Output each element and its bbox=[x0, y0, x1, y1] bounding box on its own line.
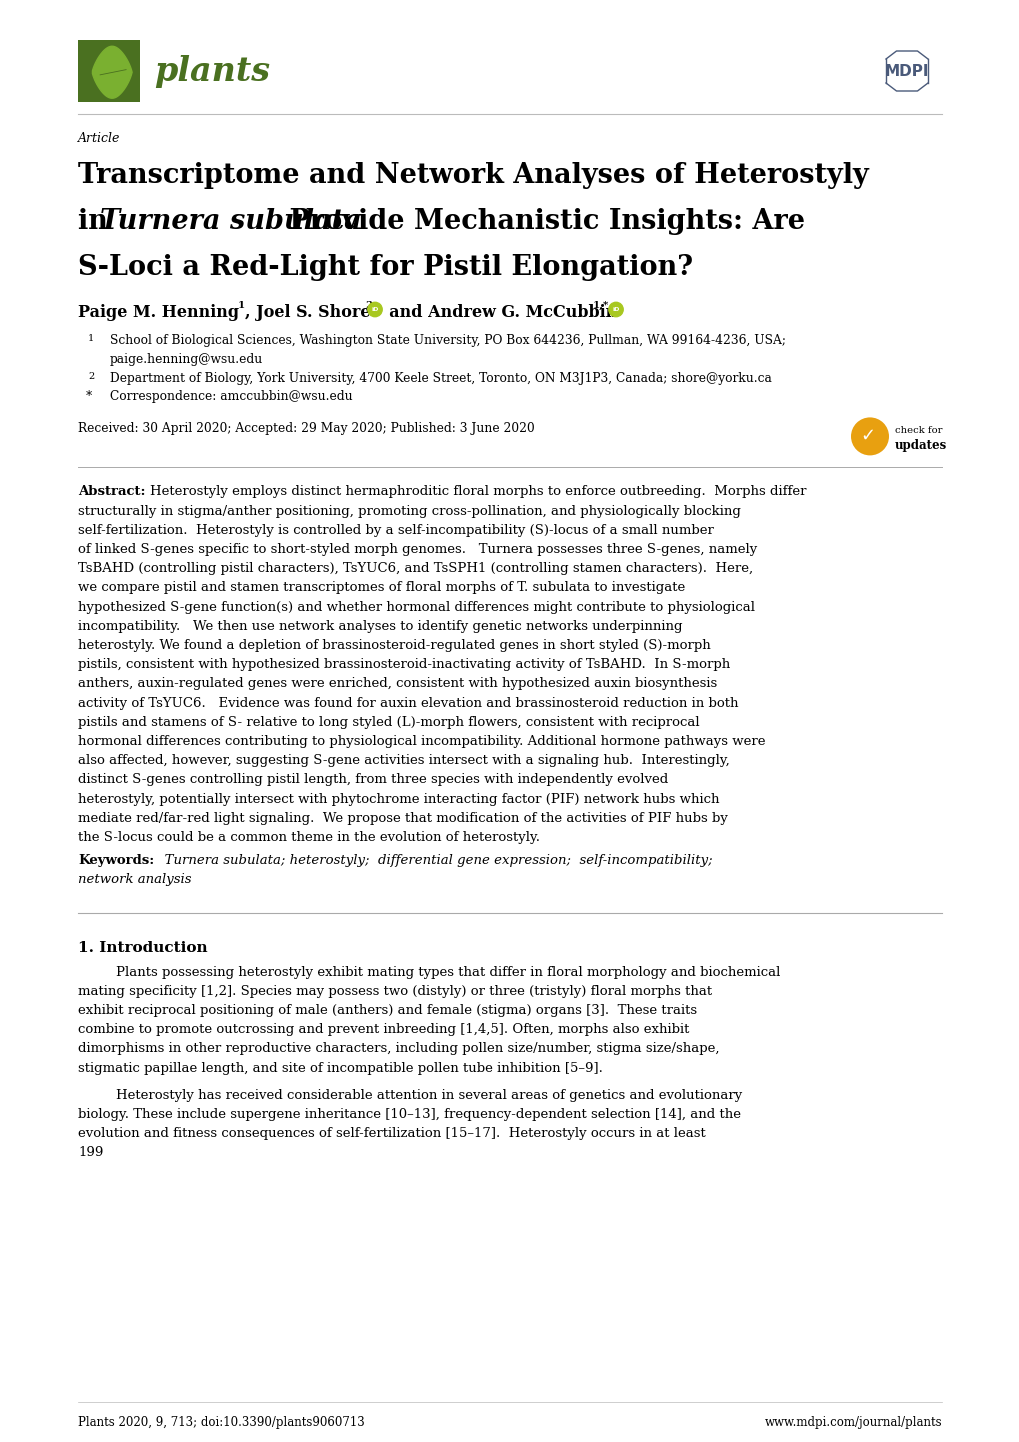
Text: 199: 199 bbox=[77, 1146, 103, 1159]
Text: also affected, however, suggesting S-gene activities intersect with a signaling : also affected, however, suggesting S-gen… bbox=[77, 754, 729, 767]
Text: Heterostyly has received considerable attention in several areas of genetics and: Heterostyly has received considerable at… bbox=[116, 1089, 742, 1102]
Circle shape bbox=[368, 303, 382, 317]
Text: Abstract:: Abstract: bbox=[77, 486, 146, 499]
Text: hypothesized S-gene function(s) and whether hormonal differences might contribut: hypothesized S-gene function(s) and whet… bbox=[77, 601, 754, 614]
Text: MDPI: MDPI bbox=[883, 63, 928, 78]
Text: of linked S-genes specific to short-styled morph genomes.   Turnera possesses th: of linked S-genes specific to short-styl… bbox=[77, 544, 756, 557]
Polygon shape bbox=[93, 46, 132, 98]
Text: activity of TsYUC6.   Evidence was found for auxin elevation and brassinosteroid: activity of TsYUC6. Evidence was found f… bbox=[77, 696, 738, 709]
Text: TsBAHD (controlling pistil characters), TsYUC6, and TsSPH1 (controlling stamen c: TsBAHD (controlling pistil characters), … bbox=[77, 562, 752, 575]
Text: 1: 1 bbox=[237, 301, 245, 310]
Text: self-fertilization.  Heterostyly is controlled by a self-incompatibility (S)-loc: self-fertilization. Heterostyly is contr… bbox=[77, 523, 713, 536]
Text: Plants possessing heterostyly exhibit mating types that differ in floral morphol: Plants possessing heterostyly exhibit ma… bbox=[116, 966, 780, 979]
Text: biology. These include supergene inheritance [10–13], frequency-dependent select: biology. These include supergene inherit… bbox=[77, 1107, 740, 1120]
Text: heterostyly, potentially intersect with phytochrome interacting factor (PIF) net: heterostyly, potentially intersect with … bbox=[77, 793, 718, 806]
Text: and Andrew G. McCubbin: and Andrew G. McCubbin bbox=[385, 304, 620, 322]
Text: the S-locus could be a common theme in the evolution of heterostyly.: the S-locus could be a common theme in t… bbox=[77, 831, 539, 844]
Text: Provide Mechanistic Insights: Are: Provide Mechanistic Insights: Are bbox=[280, 208, 804, 235]
Text: Correspondence: amccubbin@wsu.edu: Correspondence: amccubbin@wsu.edu bbox=[110, 391, 353, 404]
Text: pistils and stamens of S- relative to long styled (L)-morph flowers, consistent : pistils and stamens of S- relative to lo… bbox=[77, 715, 699, 728]
Text: updates: updates bbox=[894, 440, 947, 453]
Text: network analysis: network analysis bbox=[77, 874, 192, 887]
Text: heterostyly. We found a depletion of brassinosteroid-regulated genes in short st: heterostyly. We found a depletion of bra… bbox=[77, 639, 710, 652]
Text: S‑Loci a Red‑Light for Pistil Elongation?: S‑Loci a Red‑Light for Pistil Elongation… bbox=[77, 254, 693, 281]
Text: 1,*: 1,* bbox=[592, 301, 608, 310]
Text: Paige M. Henning: Paige M. Henning bbox=[77, 304, 243, 322]
Text: evolution and fitness consequences of self-fertilization [15–17].  Heterostyly o: evolution and fitness consequences of se… bbox=[77, 1128, 705, 1141]
Circle shape bbox=[850, 417, 889, 456]
Text: 2: 2 bbox=[88, 372, 94, 381]
Text: Heterostyly employs distinct hermaphroditic floral morphs to enforce outbreeding: Heterostyly employs distinct hermaphrodi… bbox=[150, 486, 806, 499]
Circle shape bbox=[608, 303, 623, 317]
Text: plants: plants bbox=[154, 55, 270, 88]
Text: in: in bbox=[77, 208, 117, 235]
Text: Department of Biology, York University, 4700 Keele Street, Toronto, ON M3J1P3, C: Department of Biology, York University, … bbox=[110, 372, 771, 385]
Text: paige.henning@wsu.edu: paige.henning@wsu.edu bbox=[110, 353, 263, 366]
Text: *: * bbox=[86, 391, 92, 404]
Text: stigmatic papillae length, and site of incompatible pollen tube inhibition [5–9]: stigmatic papillae length, and site of i… bbox=[77, 1061, 602, 1074]
Text: Article: Article bbox=[77, 133, 120, 146]
Text: structurally in stigma/anther positioning, promoting cross-pollination, and phys: structurally in stigma/anther positionin… bbox=[77, 505, 740, 518]
Text: Keywords:: Keywords: bbox=[77, 854, 154, 867]
Text: 2: 2 bbox=[365, 301, 372, 310]
Text: anthers, auxin-regulated genes were enriched, consistent with hypothesized auxin: anthers, auxin-regulated genes were enri… bbox=[77, 678, 716, 691]
Text: 1: 1 bbox=[88, 335, 94, 343]
Text: exhibit reciprocal positioning of male (anthers) and female (stigma) organs [3].: exhibit reciprocal positioning of male (… bbox=[77, 1004, 696, 1017]
Text: iD: iD bbox=[611, 307, 620, 311]
Text: Received: 30 April 2020; Accepted: 29 May 2020; Published: 3 June 2020: Received: 30 April 2020; Accepted: 29 Ma… bbox=[77, 423, 534, 435]
Text: mating specificity [1,2]. Species may possess two (distyly) or three (tristyly) : mating specificity [1,2]. Species may po… bbox=[77, 985, 711, 998]
Text: School of Biological Sciences, Washington State University, PO Box 644236, Pullm: School of Biological Sciences, Washingto… bbox=[110, 335, 786, 348]
Text: dimorphisms in other reproductive characters, including pollen size/number, stig: dimorphisms in other reproductive charac… bbox=[77, 1043, 718, 1056]
Text: www.mdpi.com/journal/plants: www.mdpi.com/journal/plants bbox=[763, 1416, 942, 1429]
Text: mediate red/far-red light signaling.  We propose that modification of the activi: mediate red/far-red light signaling. We … bbox=[77, 812, 728, 825]
Text: we compare pistil and stamen transcriptomes of floral morphs of T. subulata to i: we compare pistil and stamen transcripto… bbox=[77, 581, 685, 594]
Text: incompatibility.   We then use network analyses to identify genetic networks und: incompatibility. We then use network ana… bbox=[77, 620, 682, 633]
Text: pistils, consistent with hypothesized brassinosteroid-inactivating activity of T: pistils, consistent with hypothesized br… bbox=[77, 658, 730, 671]
Text: , Joel S. Shore: , Joel S. Shore bbox=[245, 304, 373, 322]
Text: 1. Introduction: 1. Introduction bbox=[77, 940, 208, 955]
Bar bbox=[77, 40, 140, 102]
Text: hormonal differences contributing to physiological incompatibility. Additional h: hormonal differences contributing to phy… bbox=[77, 735, 764, 748]
Text: combine to promote outcrossing and prevent inbreeding [1,4,5]. Often, morphs als: combine to promote outcrossing and preve… bbox=[77, 1024, 689, 1037]
Text: Turnera subulata: Turnera subulata bbox=[100, 208, 361, 235]
Text: check for: check for bbox=[894, 427, 942, 435]
Text: Plants 2020, 9, 713; doi:10.3390/plants9060713: Plants 2020, 9, 713; doi:10.3390/plants9… bbox=[77, 1416, 365, 1429]
Text: iD: iD bbox=[371, 307, 378, 311]
Text: Transcriptome and Network Analyses of Heterostyly: Transcriptome and Network Analyses of He… bbox=[77, 162, 868, 189]
Text: ✓: ✓ bbox=[860, 427, 874, 444]
Text: distinct S-genes controlling pistil length, from three species with independentl: distinct S-genes controlling pistil leng… bbox=[77, 773, 667, 786]
Text: Turnera subulata; heterostyly;  differential gene expression;  self-incompatibil: Turnera subulata; heterostyly; different… bbox=[157, 854, 711, 867]
